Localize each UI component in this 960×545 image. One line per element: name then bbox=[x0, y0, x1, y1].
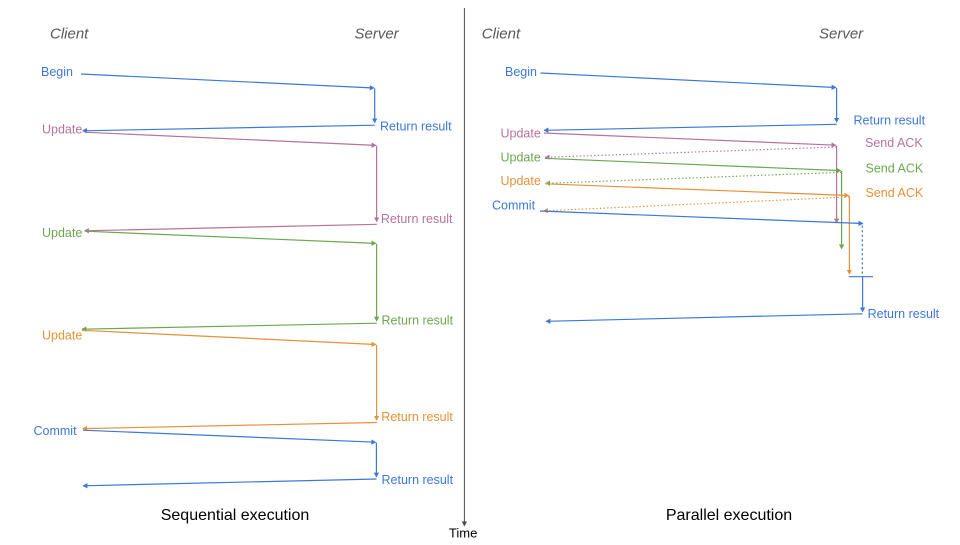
svg-text:Return result: Return result bbox=[382, 473, 454, 487]
svg-text:Send ACK: Send ACK bbox=[866, 186, 924, 200]
svg-text:Update: Update bbox=[42, 123, 82, 137]
svg-text:Return result: Return result bbox=[380, 120, 452, 134]
svg-text:Update: Update bbox=[501, 174, 541, 188]
svg-text:Send ACK: Send ACK bbox=[866, 161, 924, 175]
svg-text:Update: Update bbox=[501, 127, 541, 141]
svg-text:Return result: Return result bbox=[381, 212, 453, 226]
svg-text:Client: Client bbox=[50, 26, 89, 43]
svg-text:Return result: Return result bbox=[868, 307, 940, 321]
svg-text:Begin: Begin bbox=[41, 65, 73, 79]
svg-text:Time: Time bbox=[449, 526, 477, 541]
svg-text:Commit: Commit bbox=[492, 199, 536, 213]
svg-text:Send ACK: Send ACK bbox=[865, 136, 923, 150]
svg-text:Client: Client bbox=[482, 26, 521, 43]
svg-text:Commit: Commit bbox=[34, 424, 78, 438]
svg-text:Parallel execution: Parallel execution bbox=[666, 507, 792, 524]
svg-text:Return result: Return result bbox=[381, 410, 453, 424]
svg-text:Server: Server bbox=[355, 26, 400, 43]
svg-text:Sequential execution: Sequential execution bbox=[161, 507, 310, 524]
svg-text:Return result: Return result bbox=[854, 114, 926, 128]
svg-text:Return result: Return result bbox=[382, 314, 454, 328]
svg-text:Begin: Begin bbox=[505, 65, 537, 79]
svg-text:Update: Update bbox=[42, 226, 82, 240]
svg-text:Server: Server bbox=[819, 26, 864, 43]
svg-text:Update: Update bbox=[42, 329, 82, 343]
svg-text:Update: Update bbox=[501, 151, 541, 165]
